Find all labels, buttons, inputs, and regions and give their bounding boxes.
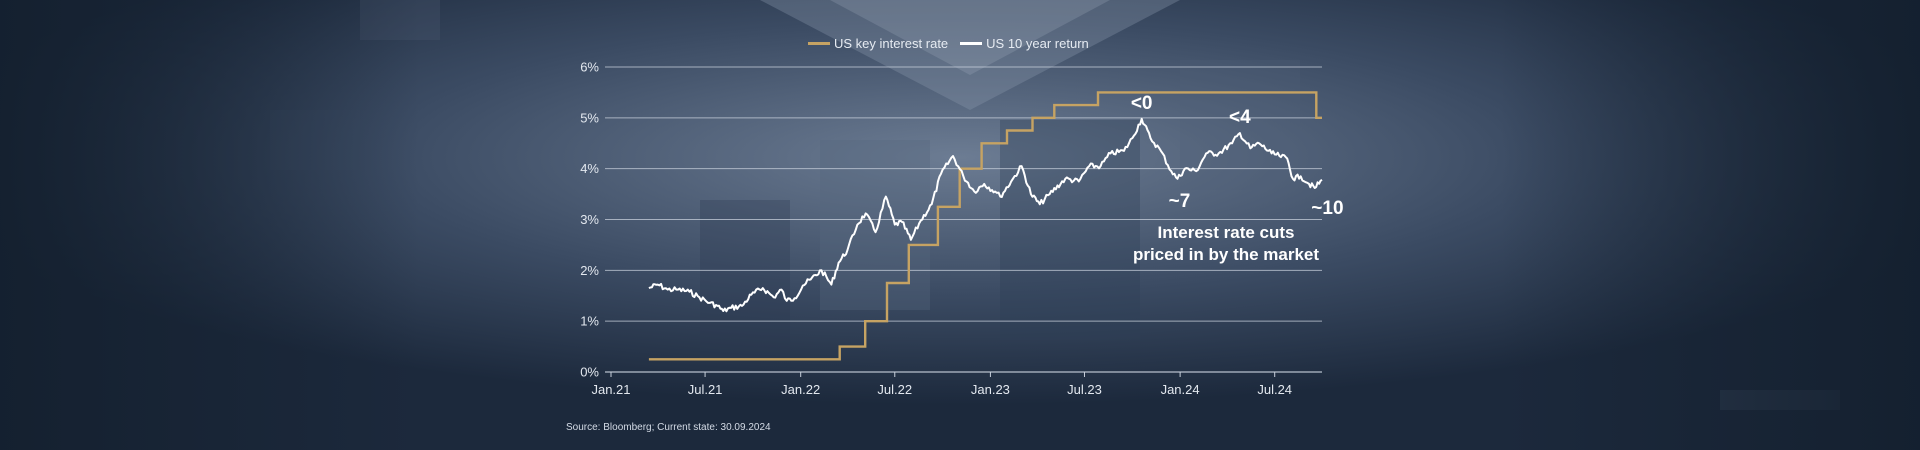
x-tick-label: Jul.23 (1067, 382, 1102, 397)
x-tick-label: Jan.23 (971, 382, 1010, 397)
legend-label-key-rate: US key interest rate (834, 35, 949, 51)
x-tick-label: Jan.24 (1161, 382, 1200, 397)
x-axis-ticks: Jan.21 Jul.21 Jan.22 Jul.22 Jan.23 Jul.23 Jan.… (591, 372, 1292, 397)
rate-cuts-note: Interest rate cuts (1158, 223, 1295, 242)
y-tick-label: 5% (580, 110, 599, 125)
legend: US key interest rate US 10 year return (808, 34, 1089, 52)
annotation-label: ~7 (1169, 191, 1191, 212)
key-rate-swatch (808, 41, 830, 45)
series (648, 91, 1323, 361)
x-tick-label: Jul.22 (877, 382, 912, 397)
series-line-key-rate (648, 91, 1322, 361)
x-tick-label: Jan.22 (781, 382, 820, 397)
annotation-label: <0 (1131, 93, 1153, 114)
gridlines (605, 66, 1322, 373)
source-note: Source: Bloomberg; Current state: 30.09.… (566, 422, 771, 433)
legend-item-ten-year: US 10 year return (960, 36, 1089, 51)
y-tick-label: 3% (580, 212, 599, 227)
y-axis-ticks: 0% 1% 2% 3% 4% 5% 6% (580, 60, 599, 380)
y-tick-label: 1% (580, 314, 599, 329)
y-tick-label: 0% (580, 365, 599, 380)
x-tick-label: Jan.21 (591, 382, 630, 397)
legend-label-ten-year: US 10 year return (986, 35, 1089, 51)
annotations: <0 ~7 <4 ~10 Interest rate cuts priced in by … (1131, 93, 1344, 264)
y-tick-label: 6% (580, 60, 599, 75)
rate-cuts-note: priced in by the market (1133, 245, 1319, 264)
legend-item-key-rate: US key interest rate (808, 36, 948, 51)
x-tick-label: Jul.24 (1257, 382, 1292, 397)
y-tick-label: 2% (580, 263, 599, 278)
series-line-ten-year (648, 117, 1323, 313)
annotation-label: ~10 (1311, 198, 1343, 219)
y-tick-label: 4% (580, 161, 599, 176)
ten-year-swatch (960, 41, 983, 45)
annotation-label: <4 (1229, 107, 1251, 128)
x-tick-label: Jul.21 (688, 382, 723, 397)
